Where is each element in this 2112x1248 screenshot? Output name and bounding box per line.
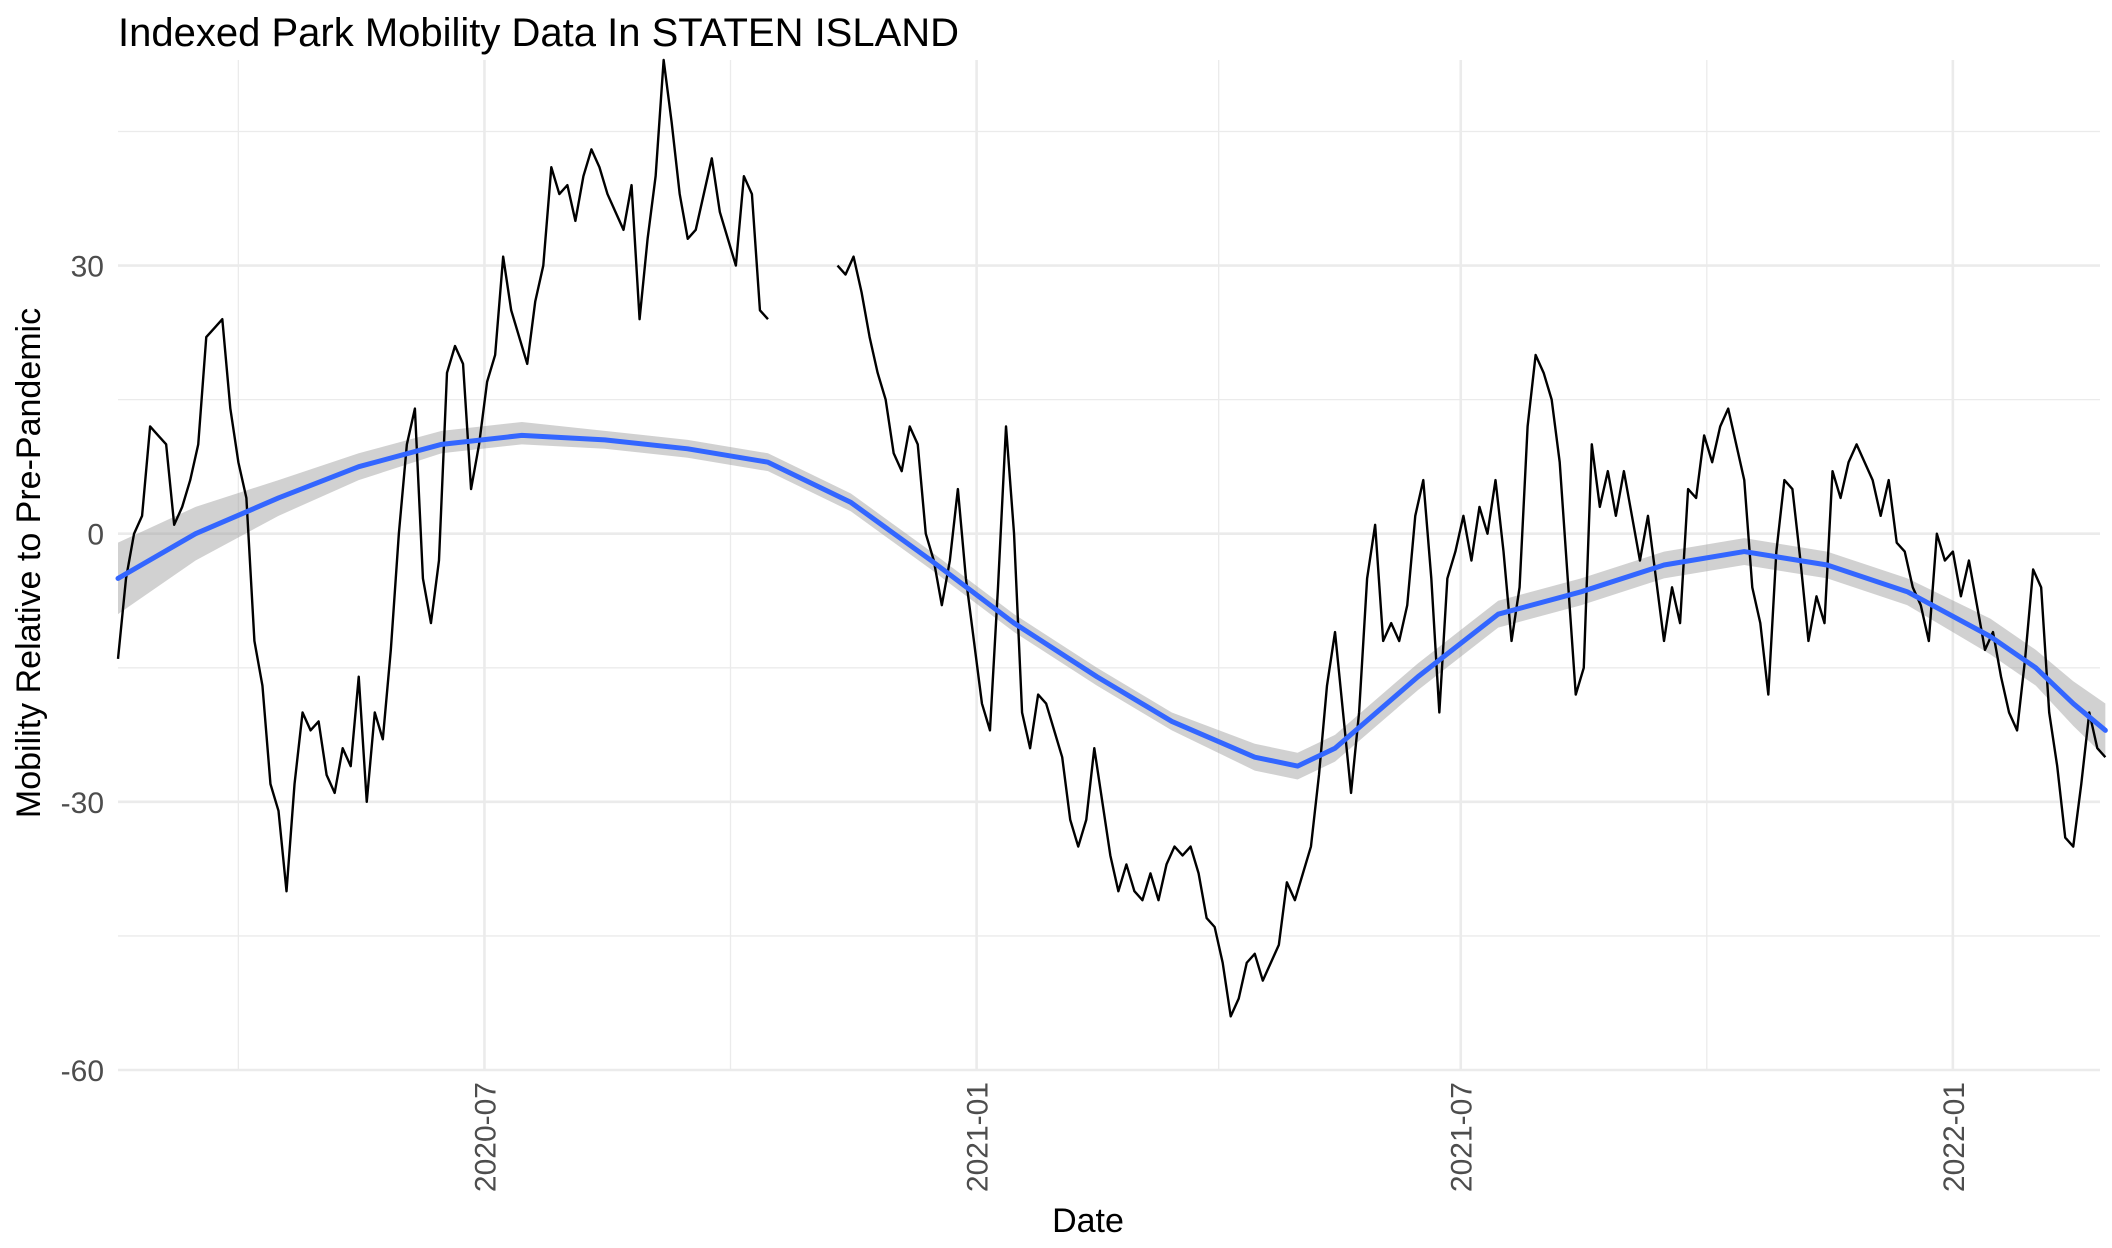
y-tick-label: 0: [87, 519, 104, 552]
x-tick-label: 2021-07: [1446, 1082, 1479, 1192]
mobility-line-segment: [836, 255, 2107, 1018]
confidence-band-area: [118, 421, 2106, 780]
y-tick-label: 30: [71, 251, 104, 284]
chart-title: Indexed Park Mobility Data In STATEN ISL…: [118, 11, 959, 55]
y-tick-label: -60: [61, 1055, 104, 1088]
x-axis-title: Date: [1052, 1202, 1124, 1240]
tick-labels: -60 -30 0 30 2020-07 2021-01 2021-07 2022-01: [61, 251, 1971, 1193]
grid: [118, 60, 2100, 1072]
y-axis-title: Mobility Relative to Pre-Pandemic: [10, 308, 48, 818]
x-tick-label: 2020-07: [469, 1082, 502, 1192]
y-tick-label: -30: [61, 787, 104, 820]
x-tick-label: 2021-01: [962, 1082, 995, 1192]
x-tick-label: 2022-01: [1938, 1082, 1971, 1192]
mobility-line-segment: [116, 58, 769, 893]
confidence-band: [118, 421, 2106, 780]
smooth-trend-line: [115, 432, 2108, 769]
series-lines: [115, 58, 2108, 1018]
